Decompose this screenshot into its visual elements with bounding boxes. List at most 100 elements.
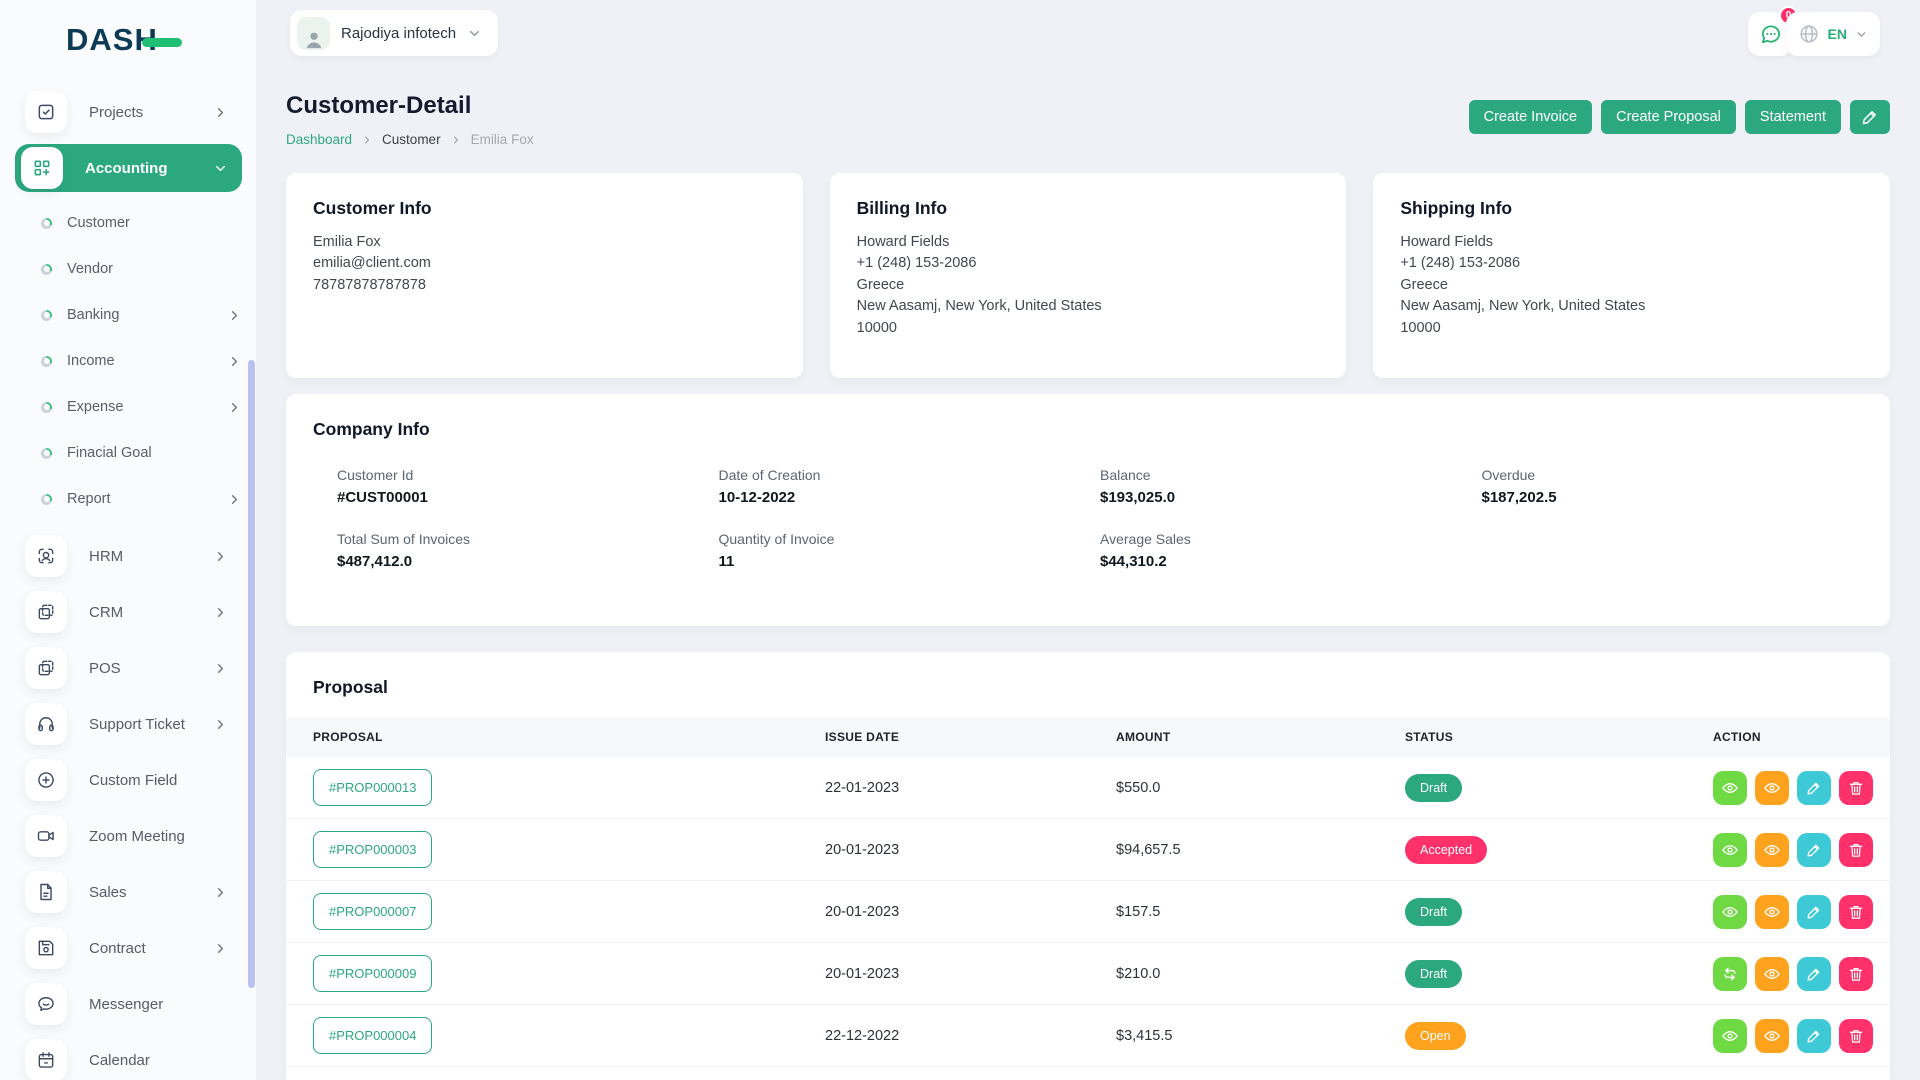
sidebar-scrollbar[interactable] — [248, 360, 255, 988]
sidebar-item-label: Projects — [89, 104, 143, 121]
table-row: #PROP000003 20-01-2023 $94,657.5 Accepte… — [286, 819, 1890, 881]
delete-button[interactable] — [1839, 957, 1873, 991]
logo[interactable]: DASH — [66, 22, 182, 58]
chevron-right-icon — [213, 941, 228, 956]
view-button[interactable] — [1713, 895, 1747, 929]
chevron-right-icon — [213, 549, 228, 564]
view-button[interactable] — [1713, 1019, 1747, 1053]
edit-button[interactable] — [1797, 957, 1831, 991]
shipping-address: New Aasamj, New York, United States — [1400, 296, 1863, 317]
trash-icon — [1847, 1027, 1865, 1045]
sidebar-item-support-ticket[interactable]: Support Ticket — [15, 700, 242, 748]
sidebar-item-income[interactable]: Income — [0, 338, 256, 384]
breadcrumb: Dashboard Customer Emilia Fox — [286, 132, 534, 147]
eye-icon — [1763, 965, 1781, 983]
pos-layers-icon — [25, 647, 67, 689]
view-button[interactable] — [1713, 771, 1747, 805]
bullet-icon — [41, 356, 52, 367]
proposal-section-title: Proposal — [286, 677, 1890, 698]
proposal-id-link[interactable]: #PROP000009 — [313, 955, 432, 992]
edit-button[interactable] — [1797, 833, 1831, 867]
chevron-right-icon — [227, 400, 242, 415]
chevron-right-icon — [361, 134, 373, 146]
table-row: #PROP000013 22-01-2023 $550.0 Draft — [286, 757, 1890, 819]
view-button[interactable] — [1713, 833, 1747, 867]
proposal-table-header: PROPOSAL ISSUE DATE AMOUNT STATUS ACTION — [286, 717, 1890, 757]
sidebar-item-sales[interactable]: Sales — [15, 868, 242, 916]
sidebar-item-crm[interactable]: CRM — [15, 588, 242, 636]
sidebar-item-accounting[interactable]: Accounting — [15, 144, 242, 192]
chevron-right-icon — [213, 605, 228, 620]
preview-button[interactable] — [1755, 771, 1789, 805]
sidebar-item-hrm[interactable]: HRM — [15, 532, 242, 580]
card-title: Billing Info — [857, 198, 1320, 219]
delete-button[interactable] — [1839, 833, 1873, 867]
sidebar-item-label: Zoom Meeting — [89, 828, 185, 845]
sidebar-item-contract[interactable]: Contract — [15, 924, 242, 972]
trash-icon — [1847, 841, 1865, 859]
page-actions: Create Invoice Create Proposal Statement — [1469, 100, 1890, 134]
chevron-down-icon — [213, 161, 228, 176]
sidebar-item-projects[interactable]: Projects — [15, 88, 242, 136]
sidebar-item-label: HRM — [89, 548, 123, 565]
convert-button[interactable] — [1713, 957, 1747, 991]
sidebar-item-messenger[interactable]: Messenger — [15, 980, 242, 1028]
plus-circle-icon — [25, 759, 67, 801]
sidebar-item-vendor[interactable]: Vendor — [0, 246, 256, 292]
create-invoice-button[interactable]: Create Invoice — [1469, 100, 1593, 134]
sidebar-item-label: Report — [67, 491, 111, 507]
sidebar-item-report[interactable]: Report — [0, 476, 256, 522]
info-cards-row: Customer Info Emilia Fox emilia@client.c… — [286, 173, 1890, 378]
billing-zip: 10000 — [857, 318, 1320, 339]
sidebar-item-zoom-meeting[interactable]: Zoom Meeting — [15, 812, 242, 860]
statement-button[interactable]: Statement — [1745, 100, 1841, 134]
delete-button[interactable] — [1839, 895, 1873, 929]
table-row: #PROP000004 22-12-2022 $3,415.5 Open — [286, 1005, 1890, 1067]
accounting-grid-icon — [21, 147, 63, 189]
preview-button[interactable] — [1755, 957, 1789, 991]
edit-button[interactable] — [1797, 771, 1831, 805]
edit-customer-button[interactable] — [1850, 100, 1890, 134]
field-overdue: Overdue $187,202.5 — [1482, 467, 1864, 506]
proposal-id-link[interactable]: #PROP000013 — [313, 769, 432, 806]
status-badge: Draft — [1405, 774, 1462, 802]
pencil-icon — [1860, 107, 1880, 127]
billing-name: Howard Fields — [857, 232, 1320, 253]
preview-button[interactable] — [1755, 1019, 1789, 1053]
page-title: Customer-Detail — [286, 92, 534, 120]
proposal-id-link[interactable]: #PROP000007 — [313, 893, 432, 930]
sidebar-item-customer[interactable]: Customer — [0, 200, 256, 246]
trash-icon — [1847, 903, 1865, 921]
field-balance: Balance $193,025.0 — [1100, 467, 1482, 506]
hrm-scan-icon — [25, 535, 67, 577]
preview-button[interactable] — [1755, 833, 1789, 867]
preview-button[interactable] — [1755, 895, 1789, 929]
breadcrumb-customer[interactable]: Customer — [382, 132, 441, 147]
edit-button[interactable] — [1797, 895, 1831, 929]
eye-icon — [1721, 779, 1739, 797]
eye-icon — [1721, 1027, 1739, 1045]
edit-button[interactable] — [1797, 1019, 1831, 1053]
sidebar-item-custom-field[interactable]: Custom Field — [15, 756, 242, 804]
customer-info-card: Customer Info Emilia Fox emilia@client.c… — [286, 173, 803, 378]
sidebar-item-banking[interactable]: Banking — [0, 292, 256, 338]
sidebar-item-label: Finacial Goal — [67, 445, 152, 461]
chevron-right-icon — [213, 717, 228, 732]
company-info-card: Company Info Customer Id #CUST00001 Date… — [286, 394, 1890, 626]
create-proposal-button[interactable]: Create Proposal — [1601, 100, 1736, 134]
proposal-table: PROPOSAL ISSUE DATE AMOUNT STATUS ACTION… — [286, 717, 1890, 1067]
proposal-id-link[interactable]: #PROP000003 — [313, 831, 432, 868]
status-badge: Open — [1405, 1022, 1466, 1050]
status-badge: Draft — [1405, 960, 1462, 988]
calendar-icon — [25, 1039, 67, 1080]
sidebar-item-expense[interactable]: Expense — [0, 384, 256, 430]
eye-icon — [1763, 1027, 1781, 1045]
sidebar-item-finacial-goal[interactable]: Finacial Goal — [0, 430, 256, 476]
breadcrumb-dashboard[interactable]: Dashboard — [286, 132, 352, 147]
sidebar-item-calendar[interactable]: Calendar — [15, 1036, 242, 1080]
delete-button[interactable] — [1839, 771, 1873, 805]
delete-button[interactable] — [1839, 1019, 1873, 1053]
sidebar-item-pos[interactable]: POS — [15, 644, 242, 692]
billing-address: New Aasamj, New York, United States — [857, 296, 1320, 317]
proposal-id-link[interactable]: #PROP000004 — [313, 1017, 432, 1054]
